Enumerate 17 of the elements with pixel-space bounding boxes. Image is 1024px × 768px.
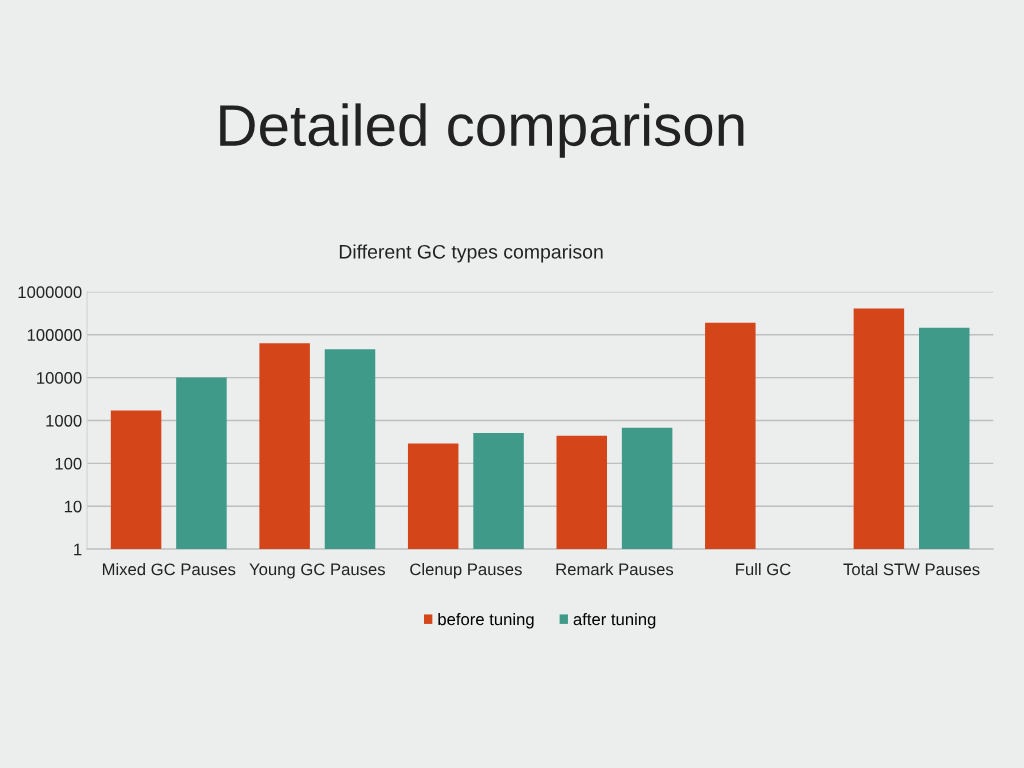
x-tick-label: Total STW Pauses xyxy=(843,563,980,576)
x-tick-label: Remark Pauses xyxy=(556,563,674,576)
y-tick-label: 1 xyxy=(74,543,82,556)
chart-subtitle: Different GC types comparison xyxy=(339,244,603,263)
y-tick-label: 1000000 xyxy=(18,286,82,299)
legend-label: after tuning xyxy=(573,613,656,629)
y-tick-label: 1000 xyxy=(46,414,82,427)
x-tick-label: Young GC Pauses xyxy=(249,563,385,579)
y-tick-label: 10 xyxy=(64,500,82,513)
y-tick-label: 10000 xyxy=(37,372,82,384)
x-tick-label: Full GC xyxy=(736,563,791,576)
y-tick-label: 100000 xyxy=(27,329,82,341)
y-tick-label: 100 xyxy=(55,457,82,470)
x-tick-label: Mixed GC Pauses xyxy=(102,563,236,576)
x-tick-label: Clenup Pauses xyxy=(410,563,522,579)
legend-label: before tuning xyxy=(438,613,534,629)
chart-title: Detailed comparison xyxy=(220,103,744,158)
